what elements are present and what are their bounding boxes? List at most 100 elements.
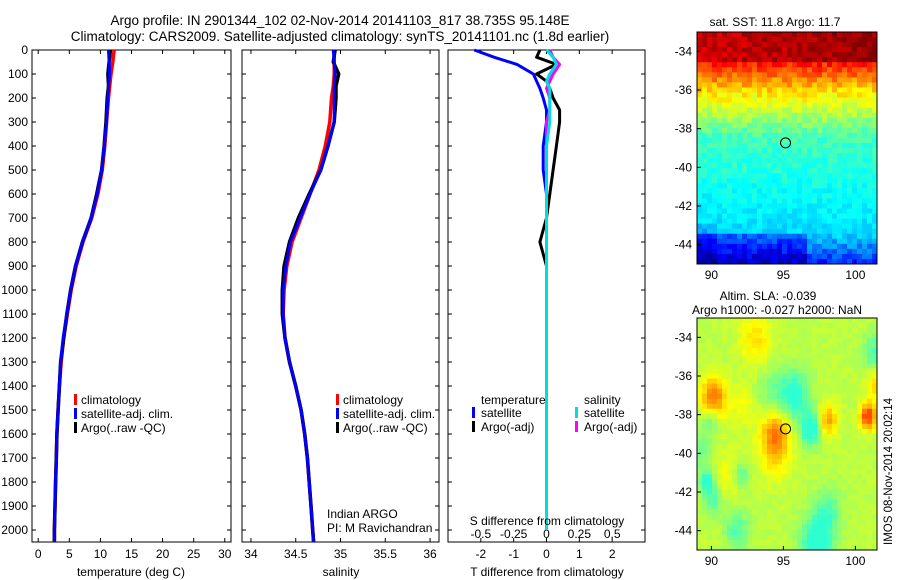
y-tick-label: -40 [675,160,693,174]
y-tick-label: -34 [675,330,693,344]
x-tick-label: 100 [845,554,865,568]
y-tick-label: 800 [8,235,28,249]
legend-swatch-satellite [472,407,475,418]
y-tick-label: 1900 [1,499,28,513]
temperature-xlabel: temperature (deg C) [77,565,185,579]
y-tick-label: 0 [21,43,28,57]
x-tick-label: -1 [508,547,519,561]
sst-map-title: sat. SST: 11.8 Argo: 11.7 [710,15,841,29]
temperature-legend: climatology satellite-adj. clim. Argo(..… [74,393,173,435]
legend-title-temperature: temperature [481,393,546,407]
sst-map-border [696,31,878,265]
x-tick-label: 34.5 [284,547,308,561]
y-tick-label: -42 [675,199,693,213]
legend-label-climatology: climatology [343,393,403,407]
legend-label-satellite: satellite-adj. clim. [343,407,435,421]
argo-location-marker [780,137,792,149]
salinity-legend: climatology satellite-adj. clim. Argo(..… [336,393,435,435]
x-tick-label: 95 [777,268,791,282]
x-tick-label: 35.5 [374,547,398,561]
legend-label-climatology: climatology [81,393,141,407]
difference-legend-temperature: temperature satellite Argo(-adj) [472,393,546,434]
series-line-salinity-satellite [545,48,558,530]
y-tick-label: 2000 [1,523,28,537]
legend-label-argo: Argo(..raw -QC) [81,421,166,435]
y-tick-label: 1700 [1,451,28,465]
difference-legend-salinity: salinity satellite Argo(-adj) [575,393,637,434]
s-tick-label: -0.25 [500,527,528,541]
s-tick-label: 0.25 [568,527,592,541]
x-tick-label: -2 [475,547,486,561]
legend-label-argo: Argo(..raw -QC) [343,421,428,435]
y-tick-label: 300 [8,115,28,129]
series-line-satellite-adj-clim- [52,49,112,542]
x-tick-label: 0 [543,547,550,561]
x-tick-label: 36 [423,547,437,561]
y-tick-label: 100 [8,67,28,81]
annotation-indian-argo: Indian ARGO [327,507,398,521]
series-line-argo-adj- [535,49,562,530]
y-tick-label: 1300 [1,355,28,369]
salinity-panel [241,49,440,543]
legend-swatch-satellite [74,408,77,419]
x-tick-label: 10 [94,547,108,561]
s-tick-label: -0.5 [470,527,491,541]
annotation-pi: PI: M Ravichandran [327,521,432,535]
y-tick-label: -38 [675,122,693,136]
y-tick-label: -38 [675,408,693,422]
x-tick-label: 90 [705,554,719,568]
difference-xlabel-top: S difference from climatology [470,514,625,528]
sla-map-title-line2: Argo h1000: -0.027 h2000: NaN [692,303,862,317]
figure-title-line2: Climatology: CARS2009. Satellite-adjuste… [70,29,610,44]
argo-location-marker [780,423,792,435]
y-tick-label: -44 [675,524,693,538]
legend-label-argo: Argo(-adj) [481,420,534,434]
x-tick-label: 35 [334,547,348,561]
x-tick-label: 15 [125,547,139,561]
y-tick-label: -34 [675,44,693,58]
legend-swatch-climatology [336,394,339,405]
legend-title-salinity: salinity [584,393,621,407]
x-tick-label: 1 [576,547,583,561]
y-tick-label: 1200 [1,331,28,345]
y-tick-label: 500 [8,163,28,177]
y-tick-label: 1400 [1,379,28,393]
y-tick-label: 1000 [1,283,28,297]
x-tick-label: 95 [777,554,791,568]
x-tick-label: 25 [187,547,201,561]
s-tick-label: 0 [543,527,550,541]
y-tick-label: -36 [675,369,693,383]
legend-label-satellite: satellite [481,406,522,420]
salinity-xlabel: salinity [323,565,360,579]
y-tick-label: 700 [8,211,28,225]
y-tick-label: -40 [675,446,693,460]
y-tick-label: 1600 [1,427,28,441]
x-tick-label: 34 [244,547,258,561]
y-tick-label: 1100 [2,307,28,321]
temperature-panel [31,49,232,543]
x-tick-label: 100 [845,268,865,282]
x-tick-label: 90 [705,268,719,282]
sla-map-cells [697,318,878,551]
sla-map-border [696,317,878,551]
legend-swatch-sal-argo [575,421,578,432]
y-tick-label: -36 [675,83,693,97]
legend-swatch-sal-satellite [575,407,578,418]
y-tick-label: 400 [8,139,28,153]
sla-map-title-line1: Altim. SLA: -0.039 [720,289,817,303]
y-tick-label: 200 [8,91,28,105]
legend-swatch-argo [74,422,77,433]
x-tick-label: 20 [156,547,170,561]
series-line-satellite [473,48,548,530]
legend-swatch-argo [472,421,475,432]
y-tick-label: -42 [675,485,693,499]
y-tick-label: 1500 [1,403,28,417]
y-tick-label: -44 [675,238,693,252]
series-line-satellite-adj-clim- [281,49,337,543]
legend-label-sal-argo: Argo(-adj) [584,420,637,434]
x-tick-label: 30 [218,547,232,561]
legend-label-sal-satellite: satellite [584,406,625,420]
sst-map-cells [697,32,878,265]
x-tick-label: 2 [609,547,616,561]
